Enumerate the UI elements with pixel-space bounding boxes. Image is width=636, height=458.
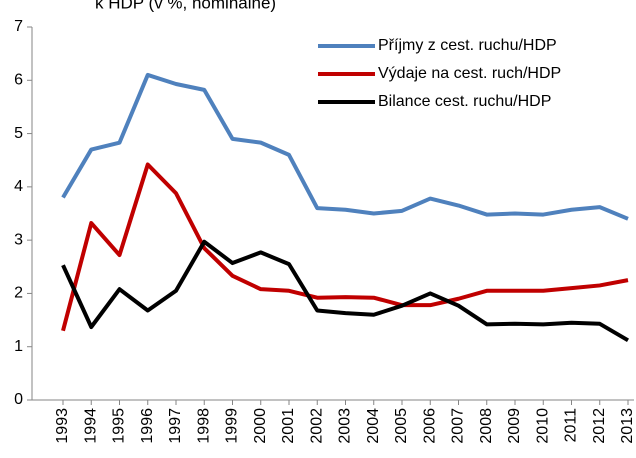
x-tick-label: 2010 bbox=[534, 408, 551, 444]
legend-label: Příjmy z cest. ruchu/HDP bbox=[378, 37, 557, 54]
x-tick-label: 1996 bbox=[139, 408, 156, 444]
x-tick-label: 2005 bbox=[393, 408, 410, 444]
legend-label: Výdaje na cest. ruch/HDP bbox=[378, 65, 561, 82]
x-tick-label: 1995 bbox=[111, 408, 128, 444]
legend-label: Bilance cest. ruchu/HDP bbox=[378, 93, 551, 110]
x-tick-label: 2008 bbox=[478, 408, 495, 444]
y-tick-label: 7 bbox=[14, 18, 23, 35]
series-line bbox=[61, 72, 629, 221]
y-tick-label: 3 bbox=[14, 231, 23, 248]
x-tick-label: 2009 bbox=[506, 408, 523, 444]
series-line bbox=[61, 239, 630, 343]
y-tick-label: 4 bbox=[14, 178, 23, 195]
x-tick-label: 2006 bbox=[421, 408, 438, 444]
series-line bbox=[61, 162, 629, 332]
x-tick-label: 1997 bbox=[167, 408, 184, 444]
x-tick-label: 1993 bbox=[54, 408, 71, 444]
y-tick-label: 0 bbox=[14, 391, 23, 408]
x-tick-label: 2001 bbox=[280, 408, 297, 444]
x-tick-label: 2003 bbox=[337, 408, 354, 444]
y-tick-label: 5 bbox=[14, 125, 23, 142]
chart-title: k HDP (v %, nominálně) bbox=[95, 0, 276, 12]
y-tick-label: 2 bbox=[14, 285, 23, 302]
x-tick-label: 2011 bbox=[563, 408, 580, 443]
x-tick-label: 2004 bbox=[365, 408, 382, 444]
x-tick-label: 2013 bbox=[619, 408, 636, 444]
y-tick-label: 1 bbox=[14, 338, 23, 355]
x-tick-label: 2007 bbox=[450, 408, 467, 444]
x-tick-label: 2000 bbox=[252, 408, 269, 444]
y-tick-label: 6 bbox=[14, 72, 23, 89]
x-tick-label: 1998 bbox=[195, 408, 212, 444]
x-tick-label: 1999 bbox=[224, 408, 241, 444]
x-tick-label: 2012 bbox=[591, 408, 608, 444]
x-tick-label: 1994 bbox=[82, 408, 99, 444]
x-tick-label: 2002 bbox=[308, 408, 325, 444]
